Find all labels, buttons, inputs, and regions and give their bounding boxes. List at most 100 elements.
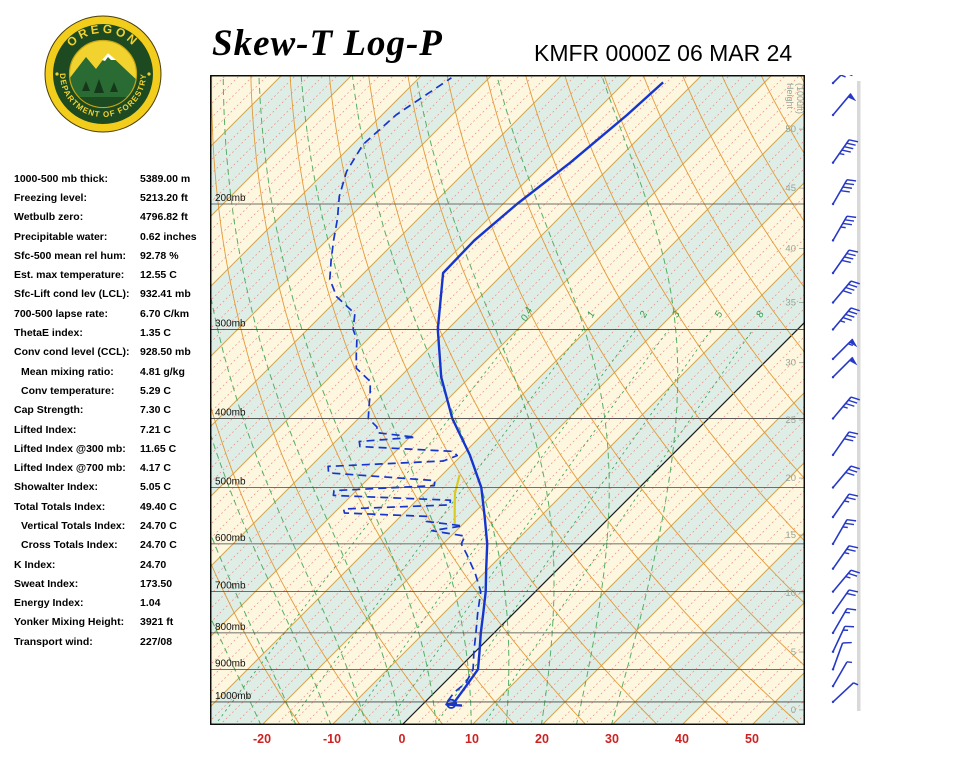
station-datetime: KMFR 0000Z 06 MAR 24 (534, 40, 793, 66)
index-label: Lifted Index @300 mb: (14, 442, 126, 455)
wind-barb (831, 569, 860, 593)
index-label: Lifted Index @700 mb: (14, 462, 126, 475)
index-value: 24.70 (140, 558, 167, 571)
index-label: 700-500 lapse rate: (14, 307, 108, 320)
index-value: 0.62 inches (140, 230, 197, 243)
scrollbar[interactable] (857, 81, 861, 711)
index-row-23: Yonker Mixing Height: 3921 ft (14, 613, 214, 632)
temp-tick-label: 50 (745, 732, 759, 746)
wind-barb (831, 93, 857, 117)
index-row-21: Sweat Index: 173.50 (14, 574, 214, 593)
index-value: 932.41 mb (140, 288, 191, 301)
temperature-trace (436, 81, 664, 707)
height-tick-label: 25 (785, 415, 796, 426)
index-row-12: Cap Strength: 7.30 C (14, 401, 214, 420)
index-label: Sfc-Lift cond lev (LCL): (14, 288, 130, 301)
plot-border (210, 75, 805, 725)
index-row-15: Lifted Index @700 mb: 4.17 C (14, 458, 214, 477)
temp-tick-label: 30 (605, 732, 619, 746)
index-label: ThetaE index: (14, 327, 83, 340)
index-value: 7.21 C (140, 423, 171, 436)
index-label: Lifted Index: (14, 423, 77, 436)
index-value: 6.70 C/km (140, 307, 190, 320)
index-label: Yonker Mixing Height: (14, 616, 125, 629)
wind-barb (831, 396, 860, 420)
wind-barb (831, 682, 859, 704)
wind-barb (831, 607, 857, 635)
index-row-10: Mean mixing ratio: 4.81 g/kg (14, 362, 214, 381)
mixing-ratio-label: 8 (754, 309, 767, 319)
height-tick-label: 15 (785, 530, 796, 541)
index-value: 3921 ft (140, 616, 174, 629)
mixing-ratio-label: 3 (670, 309, 683, 319)
pressure-gridlines: 200mb 300mb 400mb 500mb 600mb 700mb 800mb 900mb… (210, 193, 805, 703)
temperature-axis: -20 -10 0 10 20 30 40 50 (253, 732, 759, 746)
moist-adiabats (210, 75, 679, 725)
index-value: 49.40 C (140, 500, 177, 513)
index-label: Wetbulb zero: (14, 211, 84, 224)
index-value: 928.50 mb (140, 346, 191, 359)
index-label: Mean mixing ratio: (21, 365, 114, 378)
index-value: 4.81 g/kg (140, 365, 185, 378)
wind-barb (831, 215, 857, 242)
index-label: Conv temperature: (21, 384, 115, 397)
temp-tick-label: 20 (535, 732, 549, 746)
index-value: 5.05 C (140, 481, 171, 494)
page-title: Skew-T Log-P (212, 23, 443, 64)
index-row-7: 700-500 lapse rate: 6.70 C/km (14, 304, 214, 323)
index-row-22: Energy Index: 1.04 (14, 594, 214, 613)
wind-barb (831, 179, 857, 206)
temp-tick-label: 0 (399, 732, 406, 746)
wind-barbs (831, 75, 860, 704)
index-value: 24.70 C (140, 519, 177, 532)
height-tick-label: 40 (785, 244, 796, 255)
indices-panel: 1000-500 mb thick: 5389.00 m Freezing leve… (14, 169, 214, 651)
plot-area: 0.4 1 2 3 5 8 (210, 75, 805, 725)
pressure-label: 500mb (215, 476, 246, 487)
index-row-5: Est. max temperature: 12.55 C (14, 265, 214, 284)
wind-barb (831, 431, 859, 457)
wind-barb (831, 356, 858, 379)
mixing-ratio-label: 2 (637, 309, 650, 320)
wind-barb (831, 493, 859, 519)
index-row-9: Conv cond level (CCL): 928.50 mb (14, 343, 214, 362)
wind-barb (831, 307, 860, 331)
surface-point-marker (446, 698, 457, 709)
index-label: Freezing level: (14, 191, 87, 204)
index-value: 12.55 C (140, 269, 177, 282)
index-value: 227/08 (140, 635, 173, 648)
index-label: Cross Totals Index: (21, 539, 118, 552)
index-label: Conv cond level (CCL): (14, 346, 130, 359)
pressure-label: 700mb (215, 581, 246, 592)
index-row-20: K Index: 24.70 (14, 555, 214, 574)
index-value: 5389.00 m (140, 172, 191, 185)
index-label: Cap Strength: (14, 404, 84, 417)
index-value: 92.78 % (140, 249, 179, 262)
temp-tick-label: -10 (323, 732, 341, 746)
index-row-6: Sfc-Lift cond lev (LCL): 932.41 mb (14, 285, 214, 304)
wind-barb (831, 249, 859, 275)
pressure-label: 900mb (215, 658, 246, 669)
index-row-14: Lifted Index @300 mb: 11.65 C (14, 439, 214, 458)
index-row-18: Vertical Totals Index: 24.70 C (14, 516, 214, 535)
wind-barb (831, 338, 858, 361)
parcel-trace (453, 474, 461, 526)
dry-adiabats (210, 75, 805, 725)
wind-barb-column (831, 75, 861, 711)
index-row-11: Conv temperature: 5.29 C (14, 381, 214, 400)
index-row-1: Freezing level: 5213.20 ft (14, 188, 214, 207)
height-tick-label: 20 (785, 473, 796, 484)
pressure-label: 600mb (215, 533, 246, 544)
height-tick-label: 45 (785, 183, 796, 194)
index-label: Total Totals Index: (14, 500, 106, 513)
index-row-19: Cross Totals Index: 24.70 C (14, 536, 214, 555)
wind-barb (831, 518, 857, 546)
wind-barb (831, 75, 854, 85)
pressure-label: 300mb (215, 318, 246, 329)
wind-barb (831, 661, 853, 688)
index-label: K Index: (14, 558, 56, 571)
pressure-label: 200mb (215, 193, 246, 204)
ministry-logo: OREGON DEPARTMENT OF FORESTRY (42, 12, 164, 141)
index-value: 24.70 C (140, 539, 177, 552)
temp-tick-label: 10 (465, 732, 479, 746)
